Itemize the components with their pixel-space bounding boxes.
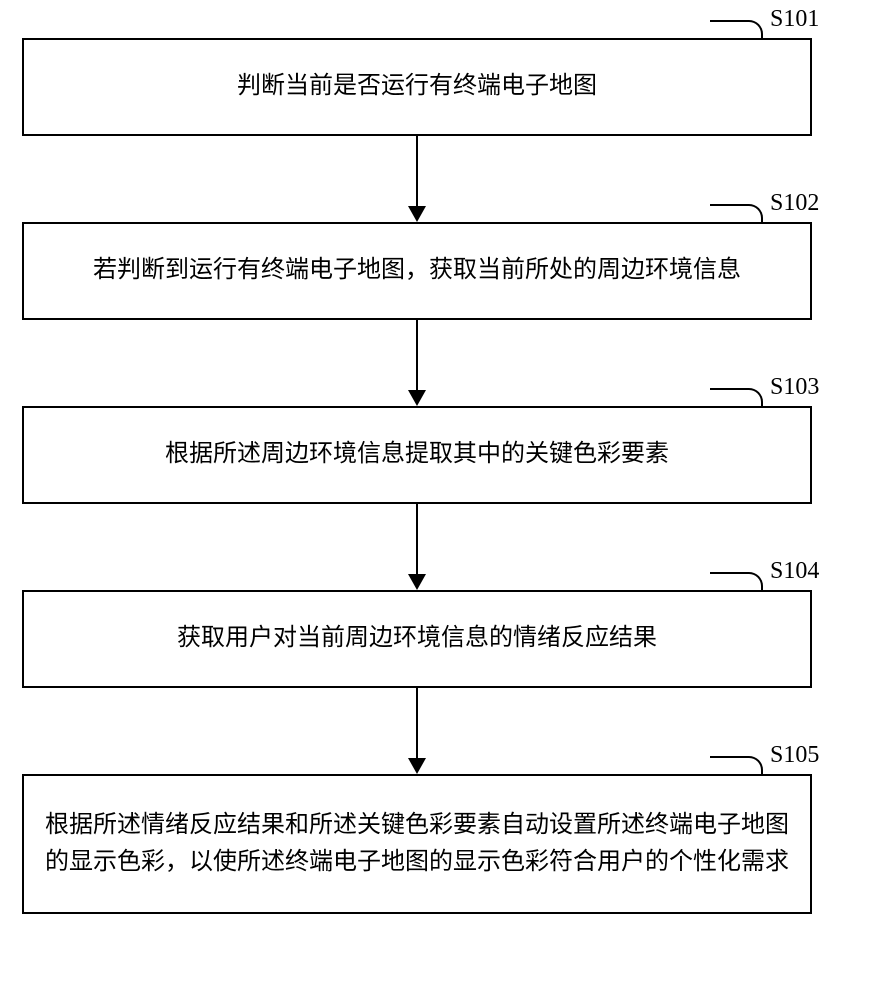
- step-text-s103: 根据所述周边环境信息提取其中的关键色彩要素: [165, 436, 669, 473]
- leader-s105: [710, 756, 763, 774]
- step-label-s103: S103: [770, 374, 819, 401]
- step-box-s102: 若判断到运行有终端电子地图，获取当前所处的周边环境信息: [22, 222, 812, 320]
- arrow-line-2: [416, 320, 418, 390]
- arrow-head-3: [408, 574, 426, 590]
- step-box-s101: 判断当前是否运行有终端电子地图: [22, 38, 812, 136]
- leader-s101: [710, 20, 763, 38]
- flowchart-canvas: 判断当前是否运行有终端电子地图 S101 若判断到运行有终端电子地图，获取当前所…: [0, 0, 881, 1000]
- step-label-s105: S105: [770, 742, 819, 769]
- arrow-head-2: [408, 390, 426, 406]
- step-box-s104: 获取用户对当前周边环境信息的情绪反应结果: [22, 590, 812, 688]
- step-box-s105: 根据所述情绪反应结果和所述关键色彩要素自动设置所述终端电子地图的显示色彩，以使所…: [22, 774, 812, 914]
- step-text-s105: 根据所述情绪反应结果和所述关键色彩要素自动设置所述终端电子地图的显示色彩，以使所…: [44, 807, 790, 881]
- leader-s102: [710, 204, 763, 222]
- arrow-head-1: [408, 206, 426, 222]
- arrow-line-3: [416, 504, 418, 574]
- step-text-s104: 获取用户对当前周边环境信息的情绪反应结果: [177, 620, 657, 657]
- arrow-line-1: [416, 136, 418, 206]
- leader-s103: [710, 388, 763, 406]
- step-label-s102: S102: [770, 190, 819, 217]
- arrow-head-4: [408, 758, 426, 774]
- step-text-s102: 若判断到运行有终端电子地图，获取当前所处的周边环境信息: [93, 252, 741, 289]
- arrow-line-4: [416, 688, 418, 758]
- step-text-s101: 判断当前是否运行有终端电子地图: [237, 68, 597, 105]
- step-label-s104: S104: [770, 558, 819, 585]
- step-label-s101: S101: [770, 6, 819, 33]
- leader-s104: [710, 572, 763, 590]
- step-box-s103: 根据所述周边环境信息提取其中的关键色彩要素: [22, 406, 812, 504]
